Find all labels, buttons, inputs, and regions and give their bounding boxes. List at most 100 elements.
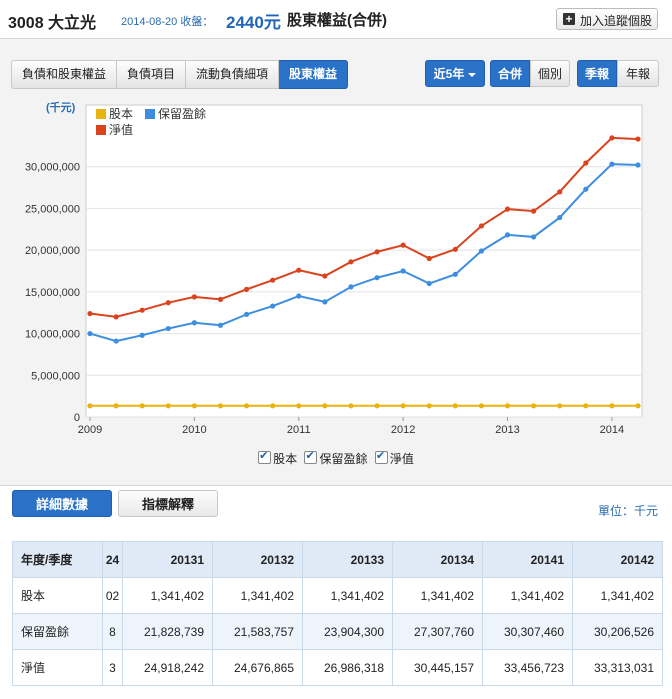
x-tick-label: 2011 bbox=[287, 424, 311, 436]
data-point bbox=[243, 403, 250, 409]
data-point bbox=[296, 403, 302, 409]
toggle-retained-earnings[interactable]: 保留盈餘 bbox=[304, 449, 368, 467]
table-cell: 21,828,739 bbox=[122, 613, 213, 650]
data-point bbox=[296, 267, 302, 273]
toggle-capital-label: 股本 bbox=[273, 452, 298, 466]
data-point bbox=[348, 403, 354, 409]
data-point bbox=[374, 249, 380, 255]
table-header-row: 年度/季度 24 20131 20132 20133 20134 20141 2… bbox=[12, 541, 663, 578]
table-header-cell: 20141 bbox=[482, 541, 573, 578]
data-point bbox=[348, 284, 354, 290]
data-point bbox=[504, 206, 511, 212]
table-cell: 1,341,402 bbox=[572, 577, 663, 614]
checkbox-icon bbox=[304, 449, 318, 464]
data-point bbox=[87, 403, 93, 409]
data-point bbox=[635, 162, 641, 168]
legend-label: 股本 bbox=[109, 107, 133, 121]
y-tick-label: 0 bbox=[74, 412, 80, 424]
quarterly-button[interactable]: 季報 bbox=[577, 60, 617, 87]
data-point bbox=[191, 320, 197, 326]
data-point bbox=[531, 208, 537, 214]
data-point bbox=[478, 248, 485, 254]
table-header-cell: 20131 bbox=[122, 541, 213, 578]
y-tick-label: 10,000,000 bbox=[25, 329, 80, 341]
tab-current-liabilities[interactable]: 流動負債細項 bbox=[186, 60, 280, 89]
indicator-explain-button[interactable]: 指標解釋 bbox=[118, 490, 218, 517]
data-point bbox=[504, 403, 511, 409]
table-row: 股本 02 1,341,402 1,341,402 1,341,402 1,34… bbox=[12, 577, 663, 614]
data-point bbox=[609, 135, 615, 141]
annual-button[interactable]: 年報 bbox=[617, 60, 659, 87]
data-point bbox=[478, 403, 485, 409]
data-point bbox=[243, 286, 250, 292]
legend-swatch bbox=[96, 109, 106, 119]
data-point bbox=[113, 314, 119, 320]
unit-label: 單位：千元 bbox=[597, 504, 658, 518]
legend-label: 淨值 bbox=[109, 122, 133, 137]
table-header-cell: 20134 bbox=[392, 541, 483, 578]
data-point bbox=[400, 268, 406, 274]
table-header-cell: 24 bbox=[102, 541, 123, 578]
x-tick-label: 2012 bbox=[391, 424, 415, 436]
add-to-watchlist-button[interactable]: + 加入追蹤個股 bbox=[556, 8, 658, 30]
data-point bbox=[296, 293, 302, 299]
table-cell: 24,918,242 bbox=[122, 649, 213, 686]
legend-swatch bbox=[145, 109, 155, 119]
x-tick-label: 2013 bbox=[495, 424, 519, 436]
plot-area bbox=[85, 104, 643, 418]
close-price: 2440元 bbox=[226, 13, 281, 32]
toggle-net-worth[interactable]: 淨值 bbox=[374, 449, 414, 467]
data-point bbox=[452, 403, 458, 409]
data-point bbox=[531, 234, 537, 240]
data-point bbox=[583, 403, 589, 409]
data-point bbox=[165, 403, 171, 409]
table-cell: 1,341,402 bbox=[122, 577, 213, 614]
range-dropdown[interactable]: 近5年 bbox=[425, 60, 485, 87]
plus-icon: + bbox=[563, 13, 575, 25]
table-header-cell: 20132 bbox=[212, 541, 303, 578]
tab-liabilities[interactable]: 負債項目 bbox=[117, 60, 187, 89]
tab-liabilities-equity[interactable]: 負債和股東權益 bbox=[11, 60, 118, 89]
table-cell: 27,307,760 bbox=[392, 613, 483, 650]
data-point bbox=[322, 273, 328, 279]
series-line bbox=[89, 136, 639, 318]
table-header-cell: 20142 bbox=[572, 541, 663, 578]
data-point bbox=[635, 403, 641, 409]
data-table-wrapper[interactable]: 年度/季度 24 20131 20132 20133 20134 20141 2… bbox=[12, 541, 672, 699]
data-point bbox=[531, 403, 537, 409]
table-row: 保留盈餘 8 21,828,739 21,583,757 23,904,300 … bbox=[12, 613, 663, 650]
data-point bbox=[217, 322, 224, 328]
data-point bbox=[322, 299, 328, 305]
table-corner-header: 年度/季度 bbox=[12, 541, 103, 578]
data-point bbox=[452, 246, 458, 252]
table-cell: 24,676,865 bbox=[212, 649, 303, 686]
table-cell: 1,341,402 bbox=[302, 577, 393, 614]
toggle-capital[interactable]: 股本 bbox=[258, 449, 298, 467]
table-cell: 33,313,031 bbox=[572, 649, 663, 686]
report-tabs: 負債和股東權益 負債項目 流動負債細項 股東權益 bbox=[11, 60, 349, 89]
data-point bbox=[426, 403, 432, 409]
data-point bbox=[557, 403, 563, 409]
table-cell: 23,904,300 bbox=[302, 613, 393, 650]
stock-code-name: 3008 大立光 bbox=[8, 15, 97, 32]
consolidated-button[interactable]: 合併 bbox=[490, 60, 530, 87]
data-point bbox=[165, 300, 171, 306]
y-axis-label: (千元) bbox=[46, 100, 76, 114]
tab-equity[interactable]: 股東權益 bbox=[279, 60, 349, 89]
data-point bbox=[139, 403, 145, 409]
data-point bbox=[191, 403, 197, 409]
data-point bbox=[270, 277, 276, 283]
row-label: 保留盈餘 bbox=[12, 613, 103, 650]
close-date: 2014-08-20 收盤： bbox=[121, 16, 214, 28]
checkbox-icon bbox=[374, 449, 388, 464]
data-point bbox=[557, 189, 563, 195]
data-point bbox=[609, 161, 615, 167]
toggle-net-worth-label: 淨值 bbox=[389, 452, 414, 466]
individual-button[interactable]: 個別 bbox=[530, 60, 570, 87]
detail-data-button[interactable]: 詳細數據 bbox=[12, 490, 112, 517]
data-point bbox=[217, 403, 224, 409]
table-cell: 8 bbox=[102, 613, 123, 650]
data-point bbox=[478, 223, 485, 229]
table-cell: 21,583,757 bbox=[212, 613, 303, 650]
data-point bbox=[426, 280, 432, 287]
